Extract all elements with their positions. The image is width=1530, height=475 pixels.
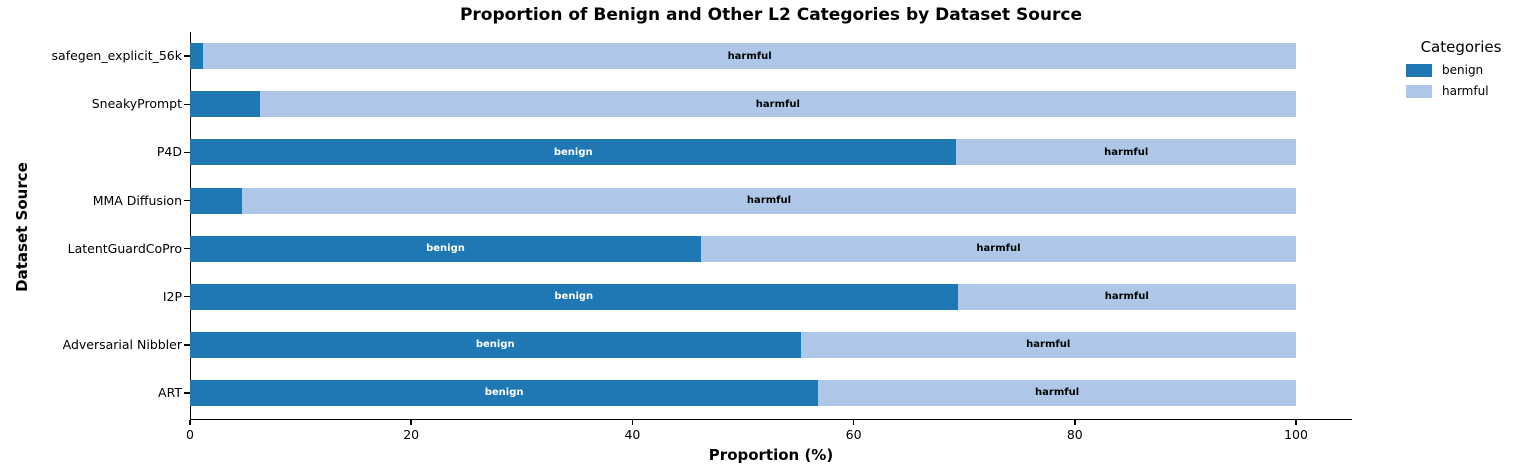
x-tick-label: 80 <box>1066 427 1083 442</box>
bar-segment-label: harmful <box>1104 146 1149 158</box>
x-tick-mark <box>852 420 855 425</box>
x-tick-label: 60 <box>845 427 862 442</box>
legend: Categories benign harmful <box>1396 38 1526 105</box>
x-tick-mark <box>1074 420 1076 425</box>
x-tick-mark <box>410 420 412 425</box>
bar-segment-harmful: harmful <box>259 91 1296 118</box>
legend-rows: benign harmful <box>1396 63 1526 98</box>
legend-swatch <box>1406 63 1432 77</box>
x-tick-label: 40 <box>624 427 641 442</box>
bar-segment-label: harmful <box>727 50 772 62</box>
bar-segment-label: harmful <box>1026 339 1071 351</box>
bar-segment-harmful: harmful <box>700 235 1296 262</box>
bar-segment-label: benign <box>475 339 515 351</box>
x-tick-label: 100 <box>1284 427 1308 442</box>
bar-segment-benign: benign <box>190 379 819 406</box>
bar-segment-harmful: harmful <box>800 331 1296 358</box>
y-tick-label: SneakyPrompt <box>91 96 182 112</box>
y-tick-mark <box>184 199 190 202</box>
x-tick-label: 20 <box>403 427 420 442</box>
y-tick-label: I2P <box>162 288 182 304</box>
bar-segment-harmful: harmful <box>203 43 1296 70</box>
bar-segment-label: benign <box>484 387 524 399</box>
legend-label: harmful <box>1442 84 1489 98</box>
chart-title: Proportion of Benign and Other L2 Catego… <box>459 5 1083 25</box>
bar-segment-harmful: harmful <box>818 379 1296 406</box>
x-tick-mark <box>1295 420 1297 425</box>
legend-swatch <box>1406 84 1432 98</box>
bar-segment-benign <box>190 43 204 70</box>
y-tick-label: Adversarial Nibbler <box>62 336 182 352</box>
y-tick-mark <box>184 151 190 154</box>
x-axis-label: Proportion (%) <box>708 446 834 464</box>
y-tick-mark <box>184 55 190 57</box>
bar-segment-label: harmful <box>976 243 1021 255</box>
bar-segment-benign: benign <box>190 235 701 262</box>
bar-segment-benign: benign <box>190 331 801 358</box>
x-tick-label: 0 <box>186 427 194 442</box>
bar-segment-benign: benign <box>190 283 958 310</box>
x-tick-mark <box>189 420 191 425</box>
y-tick-label: safegen_explicit_56k <box>51 48 182 64</box>
bar-segment-harmful: harmful <box>241 187 1296 214</box>
legend-label: benign <box>1442 63 1484 77</box>
y-tick-mark <box>184 295 190 298</box>
bar-segment-benign <box>190 187 242 214</box>
bar-segment-harmful: harmful <box>956 139 1296 166</box>
bar-segment-harmful: harmful <box>957 283 1296 310</box>
legend-entry-harmful: harmful <box>1396 84 1526 98</box>
y-tick-mark <box>184 344 190 346</box>
bar-segment-label: benign <box>553 146 593 158</box>
x-tick-mark <box>631 420 634 425</box>
y-tick-mark <box>184 392 190 394</box>
bar-segment-label: harmful <box>755 98 800 110</box>
y-tick-mark <box>184 103 190 106</box>
bar-segment-benign <box>190 91 260 118</box>
y-tick-label: P4D <box>156 144 182 160</box>
y-tick-label: MMA Diffusion <box>92 192 182 208</box>
y-tick-label: LatentGuardCoPro <box>67 240 182 256</box>
bar-segment-label: harmful <box>1035 387 1080 399</box>
legend-entry-benign: benign <box>1396 63 1526 77</box>
bar-segment-label: harmful <box>1104 291 1149 303</box>
y-tick-label: ART <box>158 384 182 400</box>
y-tick-mark <box>184 247 190 250</box>
legend-title: Categories <box>1420 38 1502 56</box>
bar-segment-label: benign <box>554 291 594 303</box>
bar-segment-benign: benign <box>190 139 957 166</box>
bar-segment-label: benign <box>426 243 465 255</box>
plot-area <box>190 32 1352 420</box>
bar-segment-label: harmful <box>746 195 792 206</box>
